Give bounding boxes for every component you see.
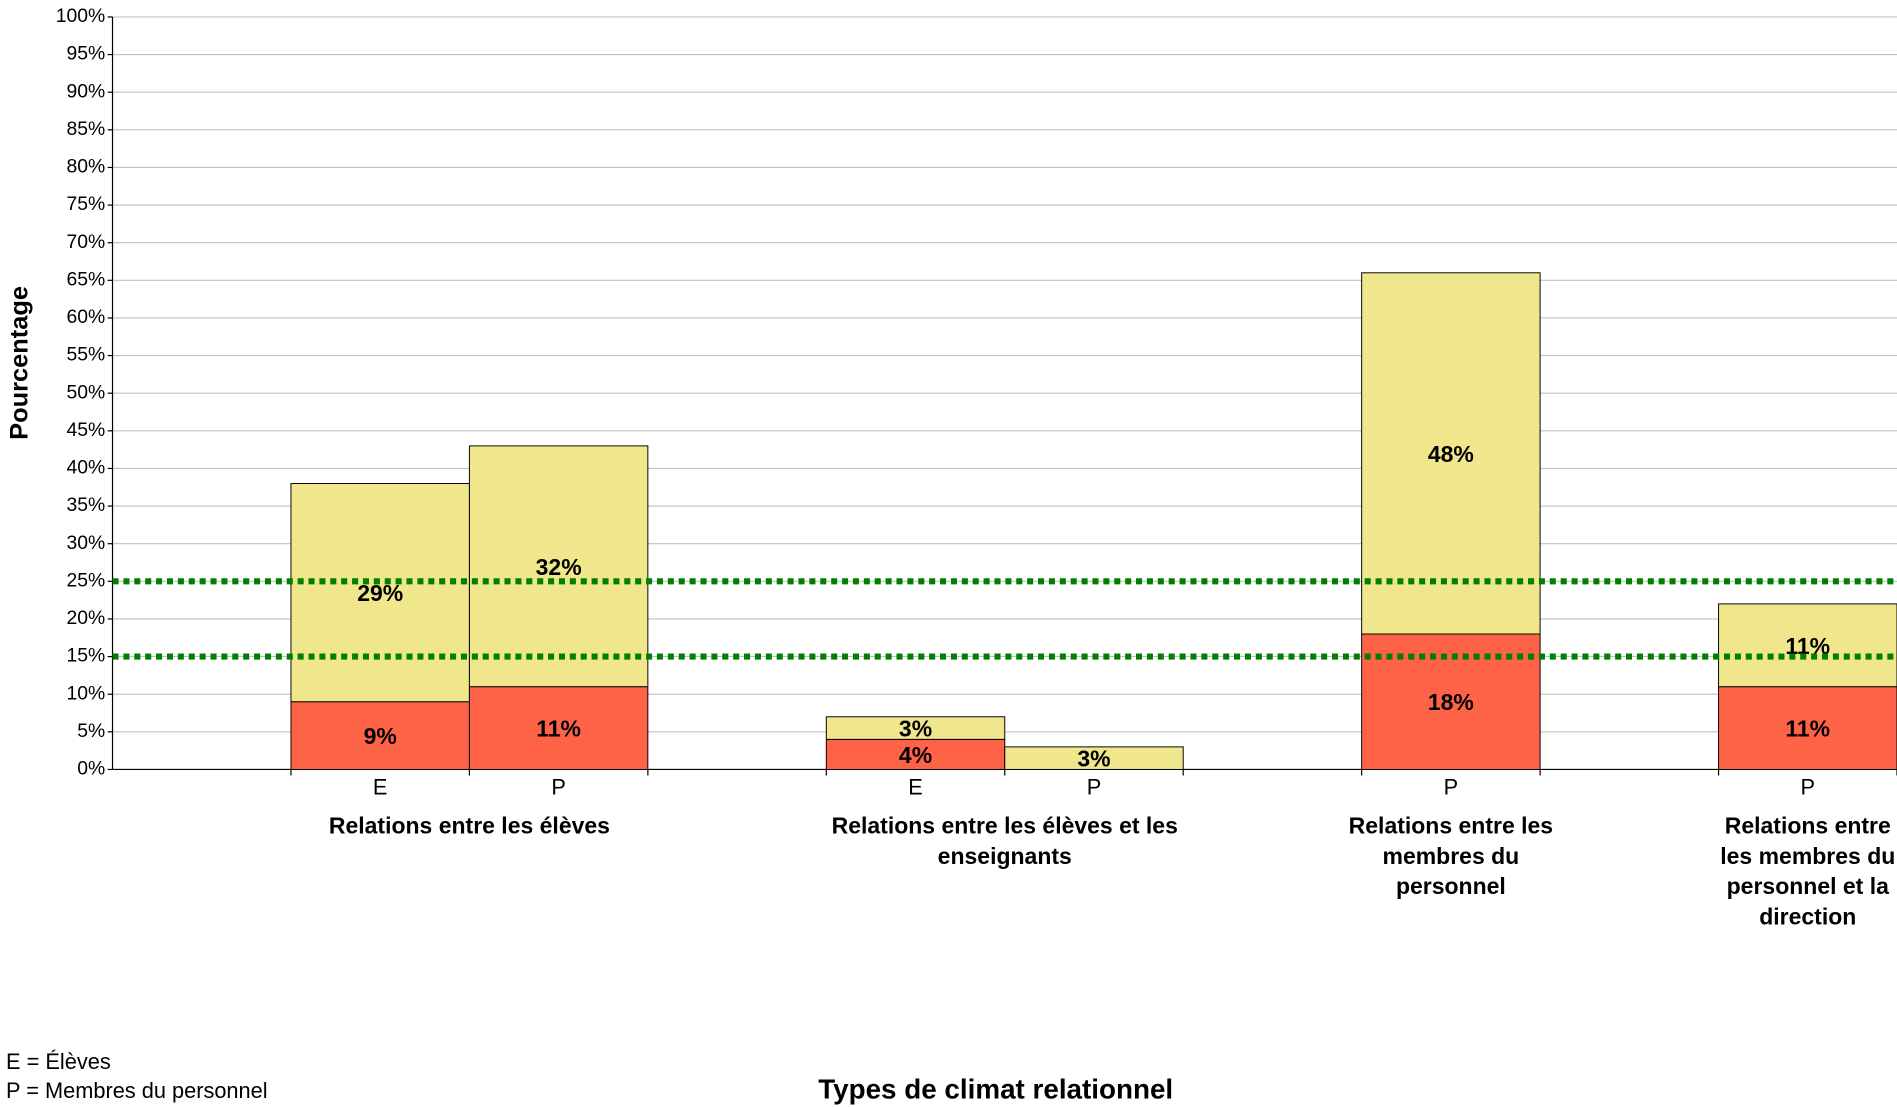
- bar-segment: [290, 483, 470, 703]
- y-tick-label: 85%: [67, 118, 106, 140]
- value-label: 3%: [899, 716, 932, 742]
- y-tick-label: 5%: [77, 720, 105, 742]
- y-tick-label: 45%: [67, 419, 106, 441]
- y-tick-label: 30%: [67, 532, 106, 554]
- value-label: 11%: [536, 716, 581, 742]
- group-label-text: Relations entre les membres du personnel: [1348, 814, 1554, 901]
- y-tick-label: 40%: [67, 457, 106, 479]
- y-tick-label: 90%: [67, 80, 106, 102]
- value-label: 48%: [1428, 441, 1474, 467]
- y-tick-label: 10%: [67, 682, 106, 704]
- y-tick-label: 15%: [67, 645, 106, 667]
- y-tick-label: 60%: [67, 306, 106, 328]
- bar-segment: [468, 686, 649, 770]
- group-label-text: Relations entre les élèves: [328, 814, 610, 840]
- x-tick-label: P: [1801, 775, 1816, 800]
- y-tick-label: 65%: [67, 268, 106, 290]
- y-tick-label: 20%: [67, 607, 106, 629]
- y-tick-label: 75%: [67, 193, 106, 215]
- y-tick-label: 35%: [67, 494, 106, 516]
- note: E = Élèves: [6, 1049, 111, 1074]
- note: P = Membres du personnel: [6, 1078, 268, 1103]
- y-tick-label: 25%: [67, 569, 106, 591]
- y-tick-label: 100%: [56, 5, 105, 27]
- value-label: 11%: [1785, 716, 1830, 742]
- y-tick-label: 70%: [67, 231, 106, 253]
- value-label: 32%: [536, 554, 582, 580]
- group-label: Relations entre les élèves: [328, 814, 610, 840]
- bar-segment: [1361, 272, 1541, 635]
- group-label: Relations entre les membres du personnel…: [1720, 814, 1896, 931]
- bar-segment: [1718, 603, 1897, 688]
- value-label: 3%: [1077, 746, 1110, 772]
- bar-segment: [1004, 746, 1184, 770]
- value-label: 4%: [899, 742, 932, 768]
- x-tick-label: E: [373, 775, 388, 800]
- bar-segment: [825, 738, 1006, 770]
- group-label: Relations entre les élèves et les enseig…: [831, 814, 1178, 870]
- x-tick-label: P: [551, 775, 566, 800]
- group-label-text: Relations entre les membres du personnel…: [1720, 814, 1896, 931]
- x-tick-label: P: [1087, 775, 1102, 800]
- group-label: Relations entre les membres du personnel: [1348, 814, 1554, 901]
- x-axis-title: Types de climat relationnel: [818, 1074, 1173, 1105]
- value-label: 9%: [364, 723, 397, 749]
- bar-segment: [468, 445, 649, 688]
- y-tick-label: 95%: [67, 43, 106, 65]
- y-tick-label: 55%: [67, 344, 106, 366]
- y-tick-label: 80%: [67, 156, 106, 178]
- y-tick-label: 0%: [77, 758, 105, 780]
- group-label-text: Relations entre les élèves et les enseig…: [831, 814, 1178, 870]
- value-label: 18%: [1428, 689, 1474, 715]
- y-axis-title: Pourcentage: [5, 286, 33, 440]
- bar-segment: [825, 716, 1006, 740]
- bar-segment: [1718, 686, 1897, 770]
- bar-segment: [290, 701, 470, 770]
- value-label: 29%: [357, 580, 403, 606]
- x-tick-label: E: [908, 775, 923, 800]
- y-tick-label: 50%: [67, 381, 106, 403]
- x-tick-label: P: [1444, 775, 1459, 800]
